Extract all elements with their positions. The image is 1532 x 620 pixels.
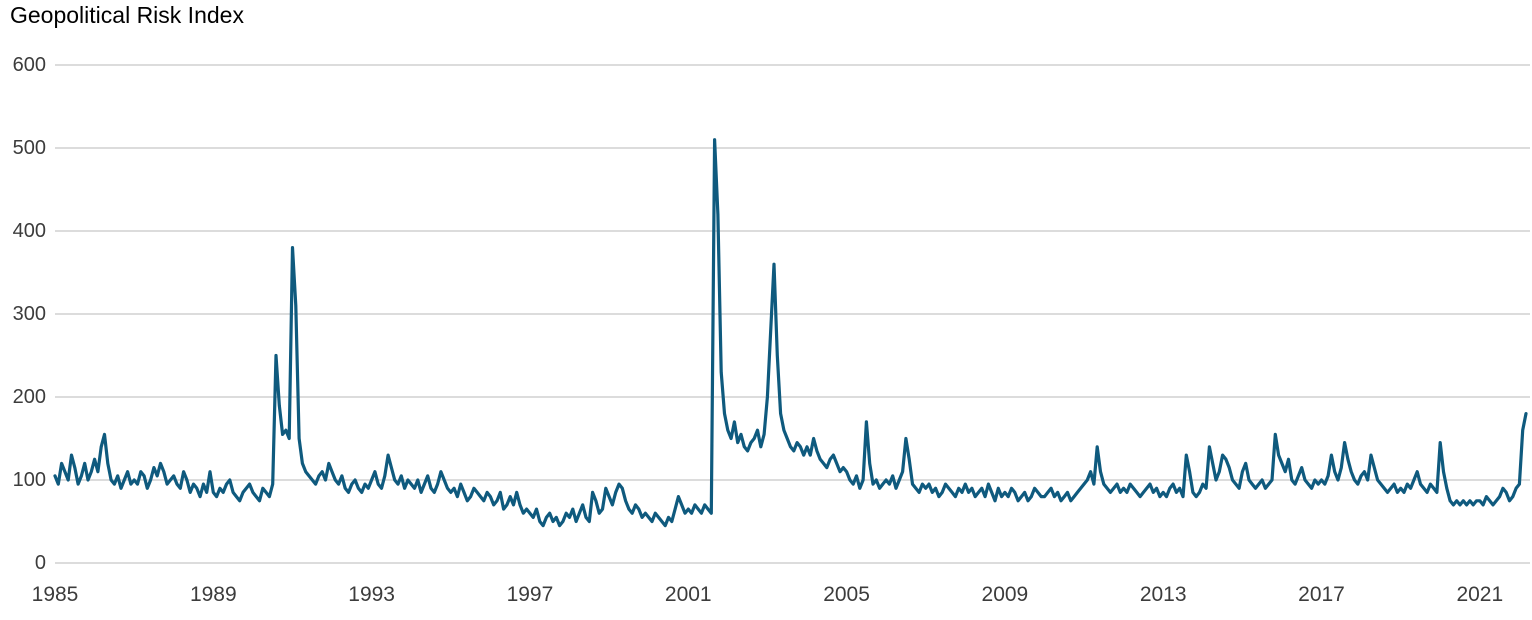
x-tick-label: 2017 xyxy=(1298,583,1345,606)
y-tick-label: 500 xyxy=(12,137,46,159)
x-tick-label: 1997 xyxy=(506,583,554,606)
y-tick-label: 300 xyxy=(12,303,46,325)
x-tick-label: 1985 xyxy=(31,583,79,606)
y-tick-label: 600 xyxy=(12,54,46,76)
chart-title: Geopolitical Risk Index xyxy=(10,2,244,28)
x-tick-label: 2021 xyxy=(1456,583,1504,606)
y-tick-label: 100 xyxy=(12,469,46,491)
x-tick-label: 2001 xyxy=(664,583,712,606)
y-tick-label: 200 xyxy=(12,386,46,408)
risk-index-line xyxy=(53,138,1528,528)
y-tick-label: 0 xyxy=(34,552,46,574)
x-tick-label: 2013 xyxy=(1139,583,1187,606)
y-tick-label: 400 xyxy=(12,220,46,242)
x-tick-label: 2005 xyxy=(823,583,870,606)
x-tick-label: 1993 xyxy=(348,583,395,606)
x-tick-label: 2009 xyxy=(981,583,1029,606)
x-tick-label: 1989 xyxy=(189,583,237,606)
